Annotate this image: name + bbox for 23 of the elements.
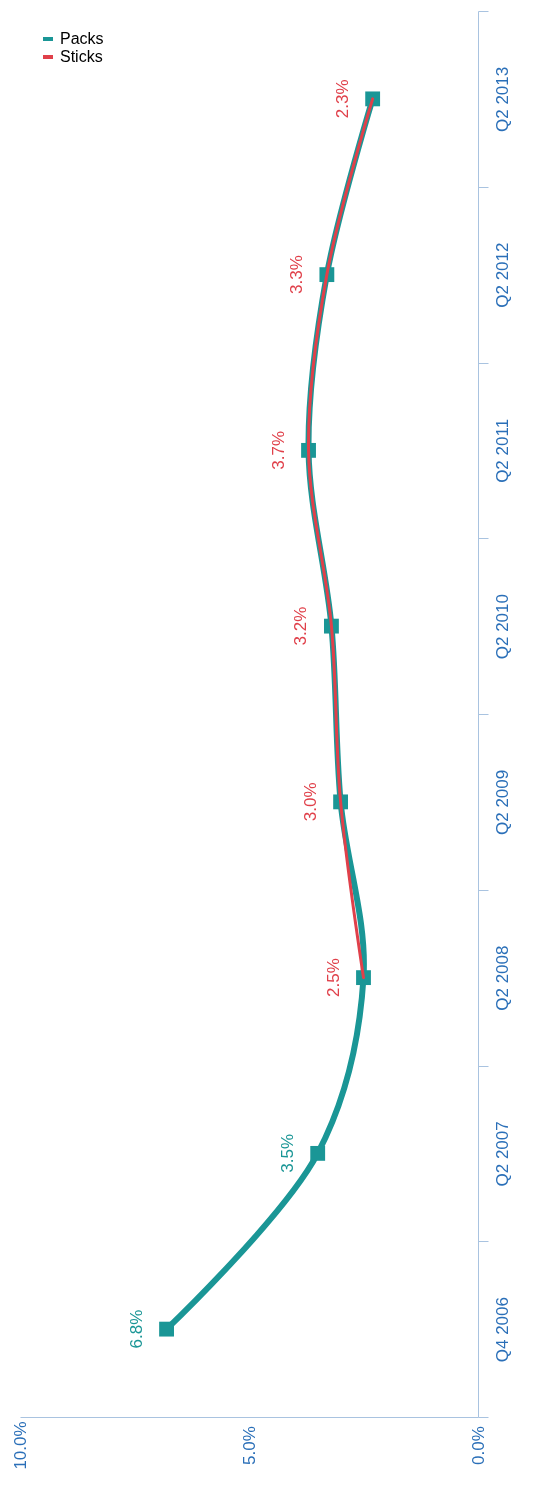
data-label: 3.3% <box>286 255 306 294</box>
x-tick-label: 10.0% <box>10 1421 30 1470</box>
y-tick-label: Q2 2008 <box>492 945 512 1011</box>
point <box>310 1145 326 1161</box>
y-tick-label: Q2 2012 <box>492 242 512 308</box>
data-label: 2.3% <box>332 79 352 119</box>
data-label: 6.8% <box>126 1309 146 1349</box>
y-tick-label: Q2 2007 <box>492 1121 512 1187</box>
data-label: 3.5% <box>277 1134 297 1173</box>
y-tick-label: Q2 2013 <box>492 66 512 132</box>
legend-label: Packs <box>60 30 104 47</box>
legend-label: Sticks <box>60 48 103 65</box>
y-tick-label: Q2 2010 <box>492 594 512 660</box>
y-tick-label: Q4 2006 <box>492 1297 512 1363</box>
y-tick-label: Q2 2009 <box>492 769 512 835</box>
y-tick-label: Q2 2011 <box>492 418 512 483</box>
x-tick-label: 0.0% <box>468 1426 488 1465</box>
data-label: 3.0% <box>300 782 320 822</box>
data-label: 2.5% <box>323 958 343 997</box>
x-tick-label: 5.0% <box>239 1426 259 1465</box>
point <box>159 1321 174 1337</box>
data-label: 3.7% <box>268 431 288 470</box>
data-label: 3.2% <box>291 606 311 646</box>
